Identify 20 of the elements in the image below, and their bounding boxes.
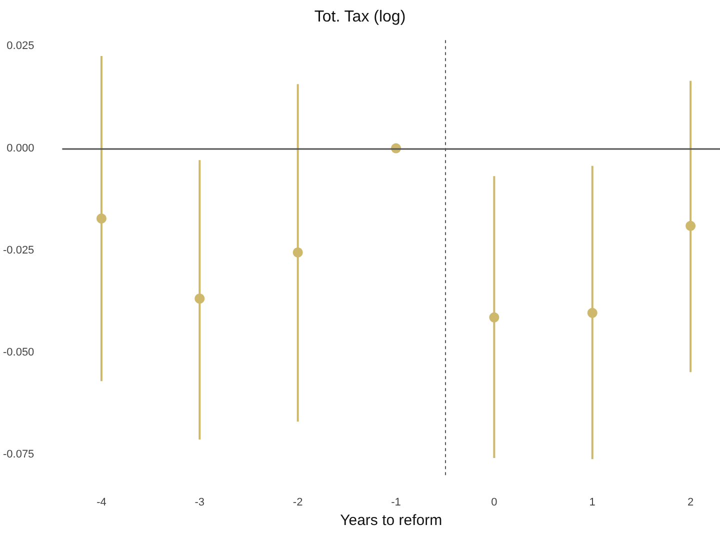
y-tick-label: 0.025: [6, 40, 34, 52]
x-tick-label: 0: [491, 496, 498, 509]
point: [96, 214, 106, 224]
point: [587, 308, 598, 318]
point: [194, 294, 205, 304]
y-tick-label: -0.025: [2, 244, 34, 256]
point: [686, 220, 696, 231]
x-tick-label: -2: [292, 496, 303, 509]
y-tick-label: 0.000: [6, 142, 34, 154]
x-axis-title: Years to reform: [340, 512, 442, 529]
x-tick-label: 2: [687, 496, 694, 509]
chart-title: Tot. Tax (log): [314, 8, 406, 26]
y-tick-label: -0.050: [2, 346, 34, 359]
point: [292, 247, 303, 258]
y-tick-label: -0.075: [2, 448, 34, 461]
x-tick-label: -1: [391, 496, 401, 509]
point: [489, 312, 500, 322]
x-tick-label: -4: [96, 496, 106, 509]
x-tick-label: 1: [589, 496, 596, 509]
x-tick-label: -3: [194, 496, 205, 509]
